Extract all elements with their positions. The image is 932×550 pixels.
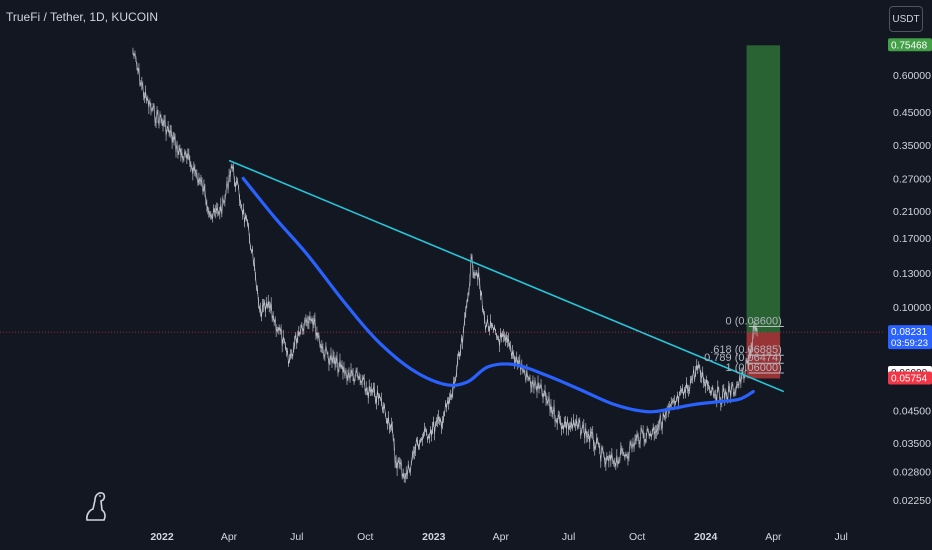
y-tick-label: 0.04500 <box>893 405 931 417</box>
y-tick-label: 0.13000 <box>893 268 931 280</box>
trendline-drawing[interactable] <box>228 159 785 393</box>
x-tick-label: Apr <box>221 531 238 543</box>
x-tick-label: 2022 <box>150 531 174 543</box>
price-line <box>132 51 758 479</box>
price-badge <box>888 38 932 52</box>
currency-button[interactable]: USDT <box>889 6 923 32</box>
y-tick-label: 0.60000 <box>893 70 931 82</box>
y-tick-label: 0.03500 <box>893 438 931 450</box>
moving-average <box>241 176 755 414</box>
fib-level-label: 0 (0.08600) <box>726 315 782 327</box>
price-series <box>132 47 758 483</box>
price-badge <box>888 325 932 350</box>
x-tick-label: Jul <box>290 531 303 543</box>
axes[interactable]: 0.60000 0.45000 0.35000 0.27000 0.21000 0.170… <box>0 70 931 543</box>
y-tick-label: 0.45000 <box>893 107 931 119</box>
y-tick-label: 0.27000 <box>893 173 931 185</box>
y-tick-label: 0.35000 <box>893 140 931 152</box>
fibonacci-retracement[interactable]: 0 (0.08600) .618 (0.06885)0.789 (0.06474)… <box>704 315 784 374</box>
x-tick-label: Oct <box>357 531 373 543</box>
price-badge <box>888 371 932 385</box>
price-badge-text: 0.75468 <box>891 40 928 51</box>
y-tick-label: 0.02250 <box>893 495 931 507</box>
tradingview-logo-icon <box>86 492 106 521</box>
x-tick-label: 2023 <box>422 531 446 543</box>
x-tick-label: 2024 <box>694 531 718 543</box>
y-tick-label: 0.02800 <box>893 467 931 479</box>
position-tool[interactable] <box>746 45 781 379</box>
countdown-text: 03:59:23 <box>891 338 928 349</box>
moving-average-line <box>241 176 755 414</box>
x-tick-label: Jul <box>834 531 847 543</box>
y-tick-label: 0.10000 <box>893 302 931 314</box>
trendline <box>228 159 785 393</box>
y-tick-label: 0.21000 <box>893 206 931 218</box>
fib-level-label: 0.789 (0.06474) <box>704 352 782 364</box>
y-tick-label: 0.17000 <box>893 233 931 245</box>
fib-level-label: 1 (0.06000) <box>726 362 782 374</box>
symbol-title: TrueFi / Tether, 1D, KUCOIN <box>6 10 159 24</box>
x-tick-label: Apr <box>493 531 510 543</box>
target-zone <box>746 45 781 333</box>
price-badge-text: 0.08231 <box>891 327 928 338</box>
price-badge-text: 0.05754 <box>891 373 928 384</box>
x-tick-label: Jul <box>562 531 575 543</box>
x-tick-label: Oct <box>629 531 645 543</box>
fib-level-label: .618 (0.06885) <box>710 344 782 356</box>
x-tick-label: Apr <box>765 531 782 543</box>
